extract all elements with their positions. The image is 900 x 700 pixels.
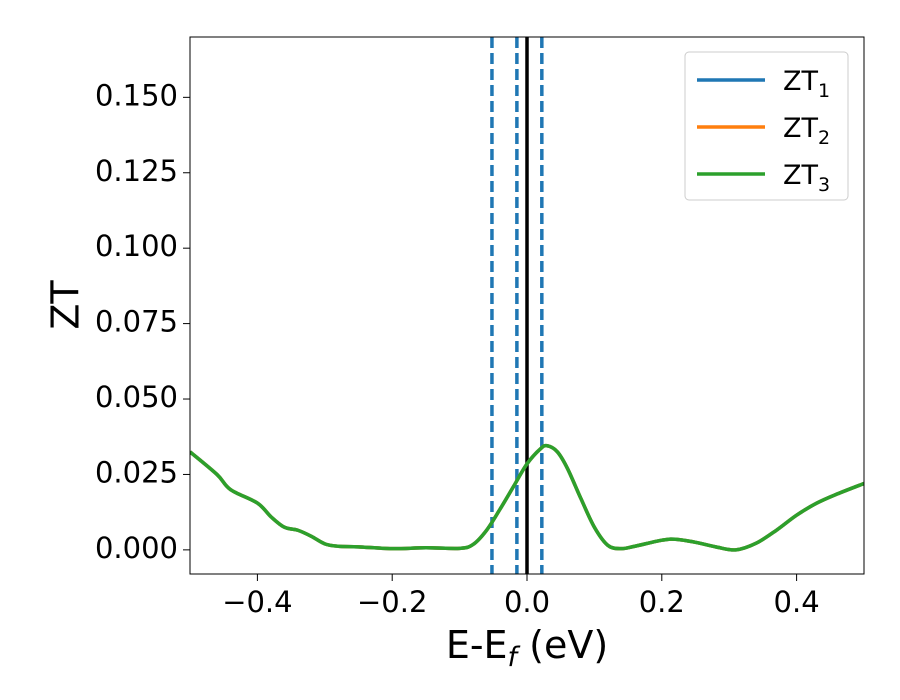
x-axis-label: E-Ef (eV) (446, 623, 608, 673)
x-axis: −0.4 −0.2 0.0 0.2 0.4 (222, 574, 820, 619)
y-axis-label: ZT (44, 280, 88, 330)
legend-label-main: ZT (783, 160, 818, 191)
x-tick-label: −0.4 (222, 585, 292, 619)
legend-label-sub: 3 (818, 174, 830, 196)
series-line-zt3 (190, 443, 864, 552)
legend-label-main: ZT (783, 66, 818, 97)
legend-label-sub: 1 (818, 80, 830, 102)
x-tick-label: −0.2 (357, 585, 427, 619)
y-tick-label: 0.050 (95, 380, 178, 414)
y-tick-label: 0.075 (95, 305, 178, 339)
legend-label-zt3: ZT3 (783, 160, 830, 196)
x-tick-label: 0.4 (774, 585, 820, 619)
y-tick-label: 0.125 (95, 154, 178, 188)
y-tick-label: 0.150 (95, 78, 178, 112)
x-tick-label: 0.0 (504, 585, 550, 619)
x-axis-label-unit: (eV) (517, 623, 608, 667)
vertical-reference-lines (490, 37, 544, 574)
legend-label-main: ZT (783, 113, 818, 144)
y-tick-label: 0.000 (95, 531, 178, 565)
legend-box (684, 51, 849, 201)
x-axis-label-main: E-E (446, 623, 508, 667)
series-layer (190, 443, 864, 552)
legend-label-zt2: ZT2 (783, 113, 830, 149)
y-axis: 0.000 0.025 0.050 0.075 0.100 0.125 0.150 (95, 78, 190, 565)
y-tick-label: 0.100 (95, 229, 178, 263)
y-tick-label: 0.025 (95, 455, 178, 489)
x-tick-label: 0.2 (639, 585, 685, 619)
legend-label-zt1: ZT1 (783, 66, 830, 102)
legend-label-sub: 2 (818, 127, 830, 149)
